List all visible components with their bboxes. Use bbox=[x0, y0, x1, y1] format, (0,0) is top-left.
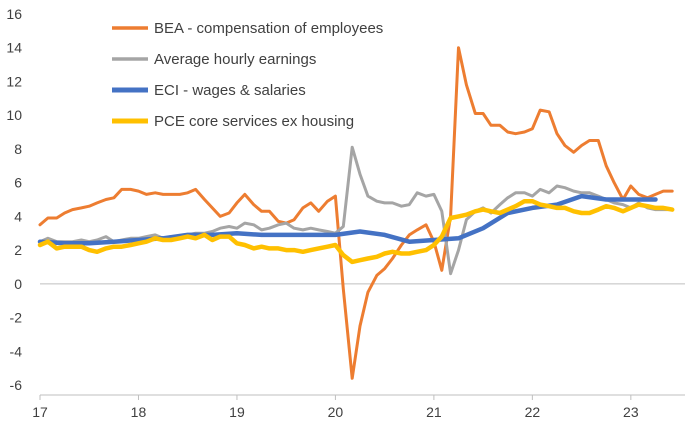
y-tick-label: -2 bbox=[10, 310, 23, 326]
y-axis-ticks: -6 -4 -2 0 2 4 6 8 10 12 14 16 bbox=[6, 6, 22, 393]
x-axis-ticks: 17 18 19 20 21 22 23 bbox=[32, 394, 685, 420]
y-tick-label: 2 bbox=[14, 242, 22, 258]
y-tick-label: 12 bbox=[6, 73, 22, 89]
y-tick-label: 6 bbox=[14, 175, 22, 191]
x-tick-label: 23 bbox=[623, 404, 639, 420]
legend-label: Average hourly earnings bbox=[154, 51, 316, 68]
y-tick-label: -4 bbox=[10, 343, 23, 359]
legend-label: ECI - wages & salaries bbox=[154, 82, 306, 99]
y-tick-label: 14 bbox=[6, 40, 22, 56]
legend: BEA - compensation of employees Average h… bbox=[112, 20, 383, 130]
y-tick-label: 16 bbox=[6, 6, 22, 22]
y-tick-label: 8 bbox=[14, 141, 22, 157]
legend-label: BEA - compensation of employees bbox=[154, 20, 383, 37]
x-tick-label: 22 bbox=[525, 404, 541, 420]
y-tick-label: 10 bbox=[6, 107, 22, 123]
y-tick-label: -6 bbox=[10, 377, 23, 393]
series-line-2 bbox=[38, 145, 674, 276]
y-tick-label: 0 bbox=[14, 276, 22, 292]
series-lines bbox=[37, 46, 675, 380]
x-tick-label: 18 bbox=[131, 404, 147, 420]
x-tick-label: 19 bbox=[229, 404, 245, 420]
series-line-4 bbox=[37, 198, 675, 265]
x-tick-label: 17 bbox=[32, 404, 48, 420]
x-tick-label: 20 bbox=[328, 404, 344, 420]
series-line-3 bbox=[37, 193, 658, 246]
y-tick-label: 4 bbox=[14, 208, 22, 224]
x-tick-label: 21 bbox=[426, 404, 442, 420]
series-line-1 bbox=[38, 46, 674, 380]
legend-label: PCE core services ex housing bbox=[154, 113, 354, 130]
